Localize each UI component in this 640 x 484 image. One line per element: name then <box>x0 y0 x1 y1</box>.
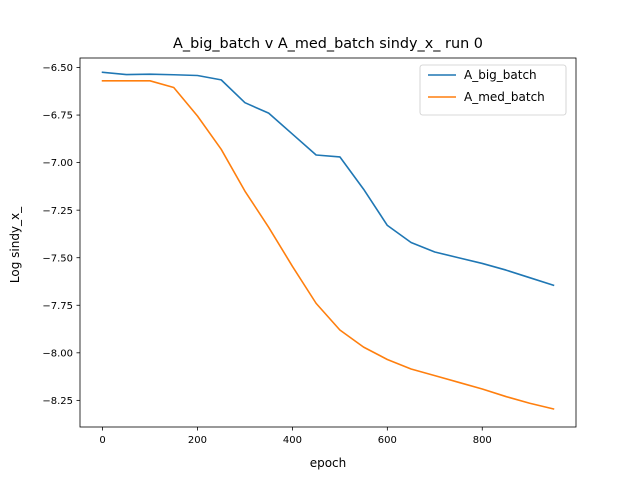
x-tick-label: 400 <box>283 435 302 446</box>
chart-title: A_big_batch v A_med_batch sindy_x_ run 0 <box>173 36 483 52</box>
x-tick-label: 600 <box>378 435 397 446</box>
plot-layer <box>101 71 555 410</box>
y-tick-label: −7.75 <box>42 301 73 312</box>
axes-frame <box>79 57 577 428</box>
y-tick-label: −7.00 <box>42 158 73 169</box>
y-axis-label-group: Log sindy_x_ <box>8 206 22 283</box>
x-tick-label: 200 <box>188 435 207 446</box>
y-tick-label: −7.25 <box>42 206 73 217</box>
y-tick-label: −8.25 <box>42 396 73 407</box>
y-tick-label: −6.75 <box>42 111 73 122</box>
legend-label-a-big-batch: A_big_batch <box>464 68 537 82</box>
legend-label-a-med-batch: A_med_batch <box>464 90 545 104</box>
legend-box <box>419 64 567 116</box>
x-axis-label: epoch <box>310 456 347 470</box>
x-tick-label: 800 <box>473 435 492 446</box>
series-line-a-big-batch <box>101 71 555 287</box>
y-tick-label: −6.50 <box>42 63 73 74</box>
series-line-a-med-batch <box>101 80 555 410</box>
ticks-layer: 0 200 400 600 800 −6.50 −6.75 −7.00 −7.25 −7.50 −7… <box>42 63 491 446</box>
legend: A_big_batch A_med_batch <box>419 64 567 116</box>
plot-frame <box>79 57 577 428</box>
y-tick-label: −7.50 <box>42 253 73 264</box>
y-axis-label: Log sindy_x_ <box>8 206 22 283</box>
x-tick-label: 0 <box>99 435 105 446</box>
y-tick-label: −8.00 <box>42 348 73 359</box>
